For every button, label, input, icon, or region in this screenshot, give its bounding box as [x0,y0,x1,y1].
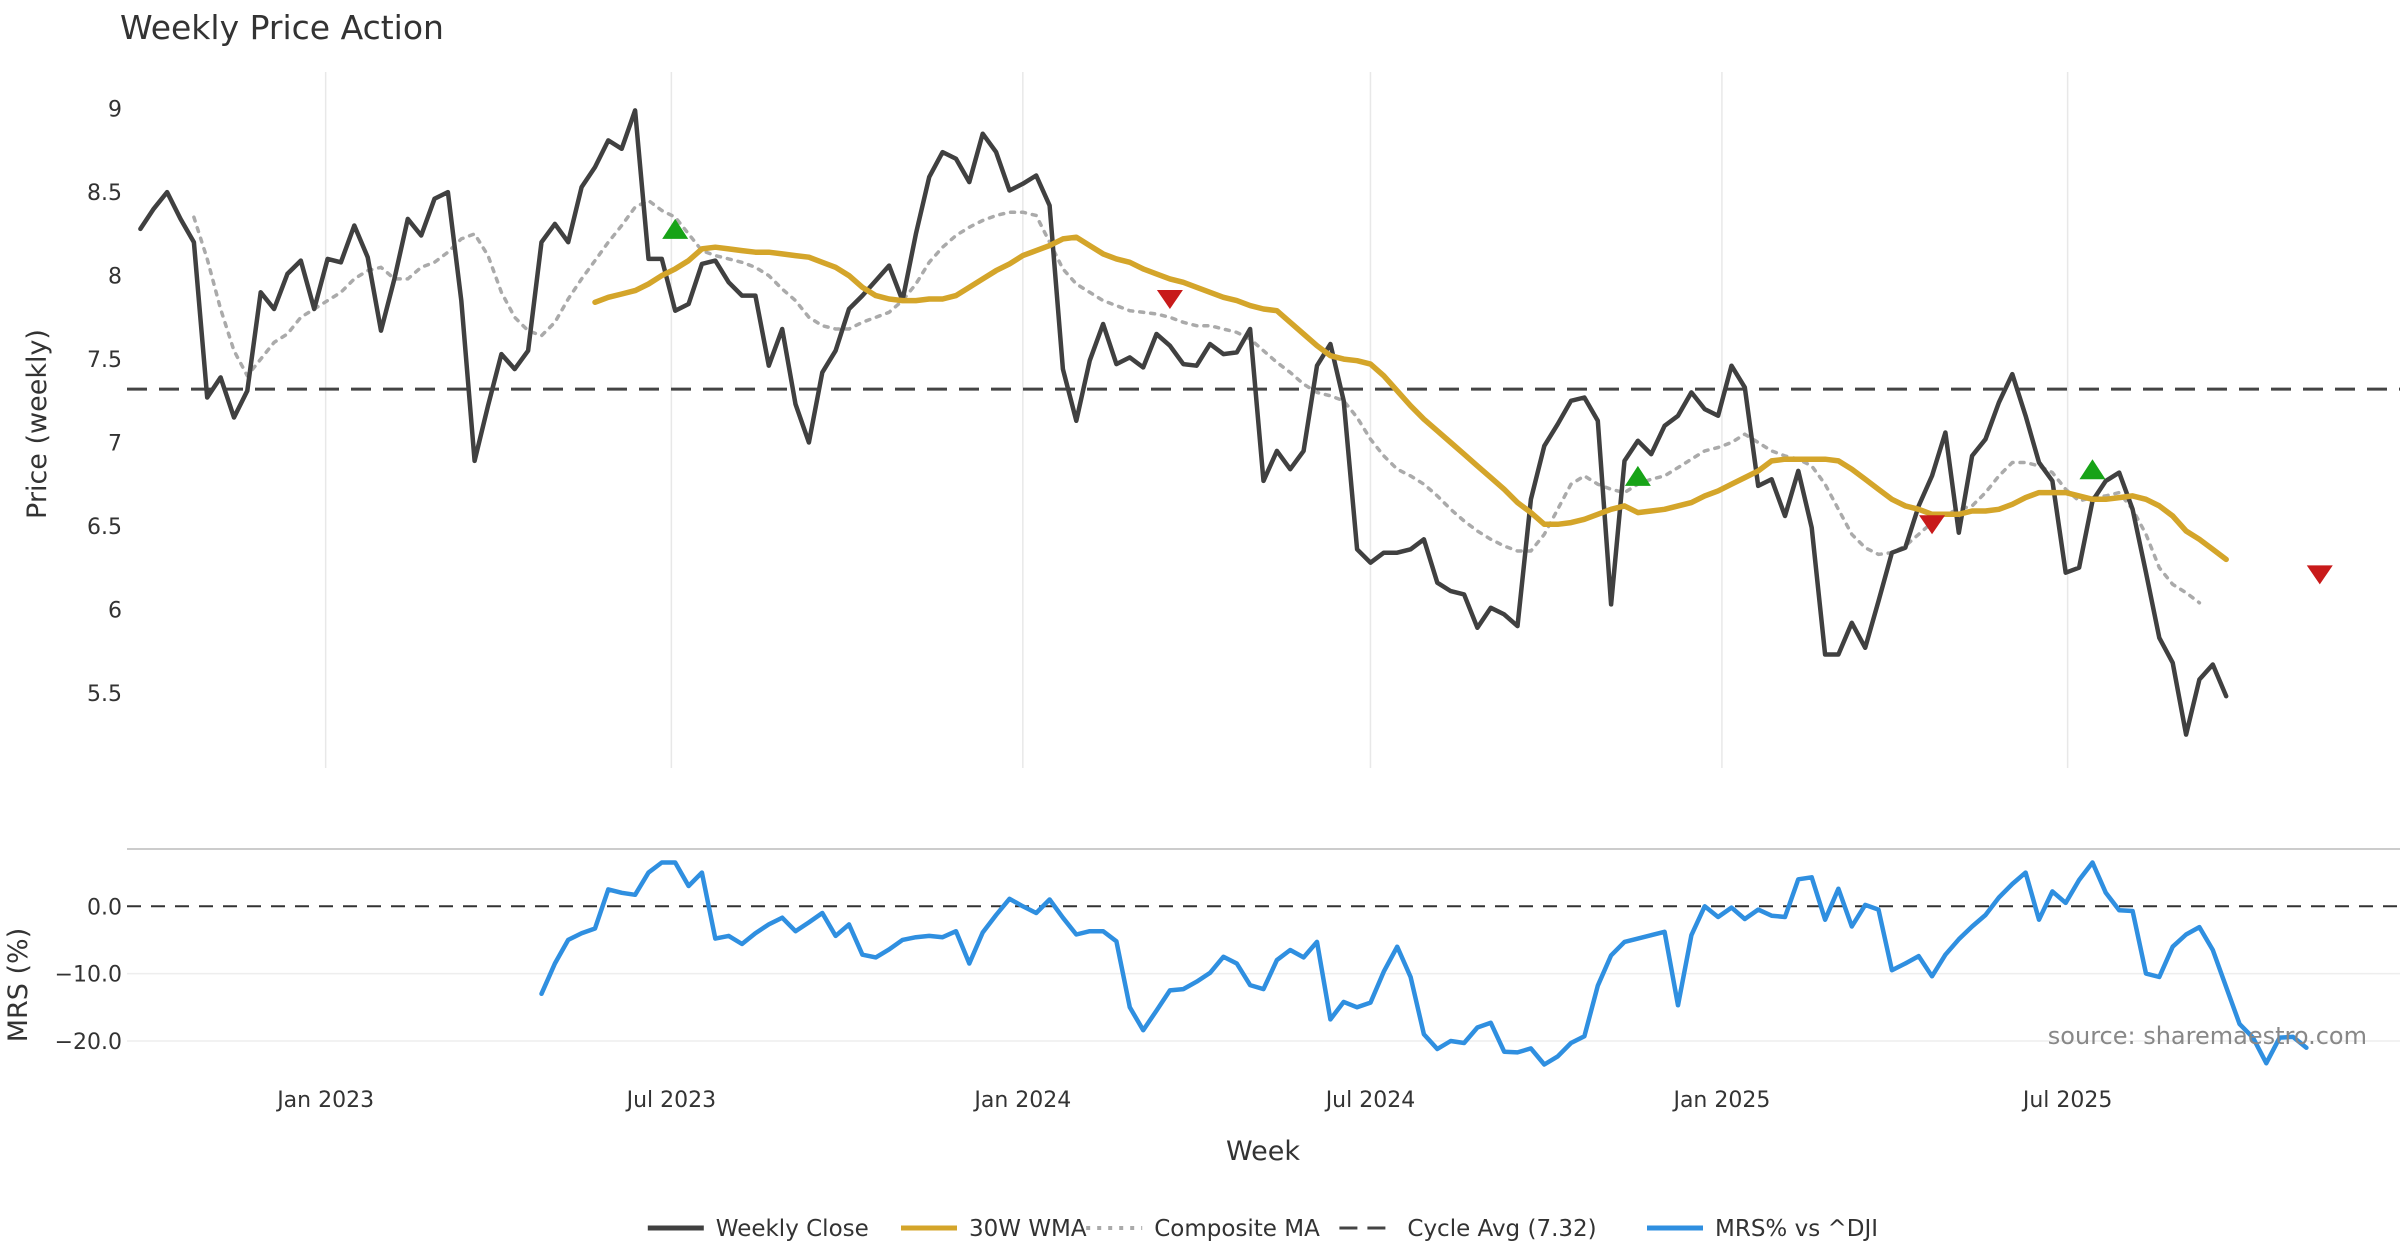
x-tick-label: Jan 2025 [1671,1088,1770,1113]
price-y-tick-label: 7.5 [87,348,122,373]
weekly-close-line [138,108,2229,737]
price-y-ticks: 5.5 6 6.5 7 7.5 8 8.5 9 [87,98,122,707]
mrs-y-tick-label: −20.0 [55,1030,122,1055]
sell-signal-marker [1919,515,1946,535]
price-y-tick-label: 9 [108,98,122,123]
legend-item: Weekly Close [647,1216,869,1242]
mrs-panel: 0.0 −10.0 −20.0 MRS (%) source: sharemaest… [3,860,2400,1067]
signal-markers [662,218,2333,585]
mrs-y-ticks: 0.0 −10.0 −20.0 [55,895,122,1055]
x-axis-label: Week [1226,1136,1300,1167]
source-note: source: sharemaestro.com [2048,1022,2367,1050]
legend-item: Composite MA [1086,1216,1320,1242]
legend-item: 30W WMA [901,1216,1087,1242]
price-y-tick-label: 8.5 [87,181,122,206]
x-tick-label: Jul 2025 [2021,1088,2113,1113]
x-ticks: Jan 2023 Jul 2023 Jan 2024 Jul 2024 Jan 2025… [275,1088,2112,1113]
sell-signal-marker [2306,565,2333,585]
x-tick-label: Jan 2024 [972,1088,1071,1113]
price-y-tick-label: 8 [108,265,122,290]
buy-signal-marker [2079,459,2106,480]
price-grid [324,72,2069,768]
buy-signal-marker [662,218,689,239]
composite-ma-line [192,198,2202,605]
mrs-grid [127,972,2400,1042]
legend-label: Cycle Avg (7.32) [1407,1216,1596,1242]
legend-label: MRS% vs ^DJI [1715,1216,1878,1242]
buy-signal-marker [1624,465,1651,486]
legend-label: 30W WMA [969,1216,1087,1242]
legend-label: Weekly Close [716,1216,869,1242]
price-y-tick-label: 6.5 [87,515,122,540]
legend-label: Composite MA [1154,1216,1320,1242]
mrs-y-axis-label: MRS (%) [3,928,34,1043]
legend-item: Cycle Avg (7.32) [1339,1216,1597,1242]
wma-30w-line [592,234,2229,563]
legend: Weekly Close 30W WMA Composite MA Cycle Avg… [647,1216,1878,1242]
x-tick-label: Jul 2023 [625,1088,717,1113]
x-tick-label: Jan 2023 [275,1088,374,1113]
price-series [138,108,2229,737]
chart-title: Weekly Price Action [120,8,444,47]
price-y-tick-label: 5.5 [87,682,122,707]
mrs-line [539,860,2309,1067]
mrs-y-tick-label: 0.0 [87,895,122,920]
price-y-tick-label: 6 [108,598,122,623]
sell-signal-marker [1156,289,1183,309]
price-panel: 5.5 6 6.5 7 7.5 8 8.5 9 Price (weekly) [22,72,2400,768]
mrs-y-tick-label: −10.0 [55,963,122,988]
price-y-axis-label: Price (weekly) [22,329,53,519]
x-tick-label: Jul 2024 [1324,1088,1416,1113]
mrs-series [539,860,2309,1067]
legend-item: MRS% vs ^DJI [1647,1216,1878,1242]
price-y-tick-label: 7 [108,432,122,457]
